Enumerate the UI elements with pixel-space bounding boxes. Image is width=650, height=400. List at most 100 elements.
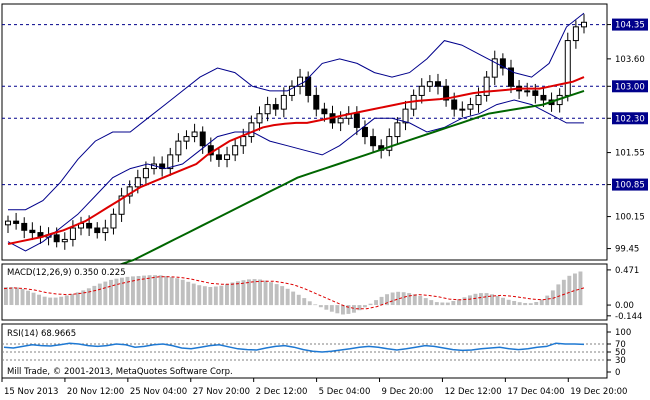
candle bbox=[264, 96, 271, 122]
candle bbox=[426, 75, 433, 92]
lower-band bbox=[7, 99, 584, 252]
time-tick-label: 9 Dec 20:00 bbox=[382, 387, 434, 397]
candle bbox=[337, 111, 344, 132]
candle bbox=[394, 117, 401, 145]
price-tick-label: 102.30 bbox=[615, 114, 645, 124]
macd-bar bbox=[346, 305, 351, 314]
macd-bar bbox=[75, 292, 80, 306]
macd-bar bbox=[15, 287, 19, 306]
macd-bar bbox=[363, 305, 367, 308]
time-tick-label: 25 Nov 04:00 bbox=[130, 387, 187, 397]
macd-bar bbox=[434, 302, 439, 306]
macd-bar bbox=[357, 305, 362, 311]
macd-bar bbox=[379, 296, 384, 306]
macd-bar bbox=[556, 284, 561, 306]
price-tick-label: 103.60 bbox=[615, 55, 645, 65]
candle bbox=[483, 71, 490, 102]
candle bbox=[418, 78, 425, 104]
macd-bar bbox=[97, 283, 102, 306]
macd-bar bbox=[258, 279, 262, 306]
macd-signal bbox=[3, 276, 585, 310]
macd-bar bbox=[401, 292, 406, 306]
macd-title: MACD(12,26,9) 0.350 0.225 bbox=[7, 268, 126, 278]
macd-panel: MACD(12,26,9) 0.350 0.225 0.471 0.00-0.14… bbox=[1, 263, 642, 322]
macd-bar bbox=[180, 279, 185, 306]
macd-bar bbox=[512, 301, 517, 305]
macd-bar bbox=[385, 294, 389, 306]
macd-bar bbox=[506, 299, 511, 305]
macd-bar bbox=[225, 284, 229, 305]
macd-bar bbox=[236, 281, 240, 306]
macd-bar bbox=[219, 285, 224, 306]
macd-bar bbox=[324, 305, 329, 310]
macd-bar bbox=[495, 295, 500, 306]
macd-bar bbox=[329, 305, 334, 312]
macd-bar bbox=[86, 288, 91, 306]
macd-bar bbox=[136, 276, 141, 306]
macd-bar bbox=[9, 287, 14, 305]
macd-bar bbox=[573, 273, 577, 306]
macd-tick-label: -0.144 bbox=[615, 312, 642, 322]
macd-bar bbox=[517, 302, 522, 306]
price-tick-label: 99.45 bbox=[615, 245, 639, 255]
macd-bar bbox=[390, 292, 395, 305]
time-tick-label: 20 Nov 12:00 bbox=[67, 387, 124, 397]
macd-bar bbox=[158, 275, 163, 306]
macd-bar bbox=[523, 303, 528, 306]
candle bbox=[288, 80, 295, 102]
rsi-tick-label: 70 bbox=[615, 340, 626, 350]
candle bbox=[232, 138, 239, 162]
candle bbox=[305, 71, 312, 103]
macd-bar bbox=[274, 284, 279, 306]
candle bbox=[402, 100, 409, 131]
candle bbox=[13, 212, 20, 230]
rsi-line bbox=[3, 342, 585, 353]
macd-bar bbox=[490, 294, 494, 306]
candle bbox=[272, 97, 279, 116]
macd-bar bbox=[53, 297, 58, 306]
candle bbox=[434, 73, 441, 95]
macd-bar bbox=[561, 279, 566, 306]
candle bbox=[572, 20, 579, 49]
macd-bar bbox=[534, 302, 539, 305]
price-tag-bg bbox=[612, 18, 648, 31]
time-tick-label: 15 Nov 2013 bbox=[4, 387, 58, 397]
macd-bar bbox=[368, 303, 373, 306]
time-tick-label: 17 Dec 04:00 bbox=[507, 387, 564, 397]
macd-bar bbox=[142, 275, 146, 306]
candle bbox=[581, 14, 587, 34]
candle bbox=[443, 79, 450, 107]
macd-bar bbox=[175, 278, 180, 305]
candle bbox=[183, 130, 190, 150]
rsi-tick-label: 0 bbox=[615, 368, 620, 378]
macd-bar bbox=[468, 295, 472, 305]
candle bbox=[459, 101, 466, 117]
macd-bar bbox=[252, 279, 257, 306]
macd-bar bbox=[578, 271, 583, 306]
candle bbox=[21, 217, 28, 239]
rsi-tick-label: 50 bbox=[615, 348, 626, 358]
macd-bar bbox=[131, 276, 135, 306]
candle bbox=[175, 133, 182, 162]
macd-signal-line bbox=[3, 276, 585, 310]
macd-bar bbox=[567, 275, 572, 306]
macd-bar bbox=[169, 277, 174, 305]
rsi-levels bbox=[2, 343, 607, 361]
macd-bar bbox=[197, 285, 202, 306]
candle bbox=[524, 82, 531, 97]
candle bbox=[215, 148, 222, 167]
price-levels bbox=[2, 24, 607, 186]
price-tag-bg bbox=[612, 178, 648, 191]
rsi-tick-label: 100 bbox=[615, 328, 631, 338]
macd-bar bbox=[313, 304, 318, 306]
macd-bar bbox=[81, 290, 86, 306]
macd-bar bbox=[440, 302, 445, 306]
candle bbox=[224, 146, 231, 168]
candle bbox=[191, 123, 198, 143]
macd-tick-label: 0.471 bbox=[615, 266, 639, 276]
macd-bar bbox=[147, 275, 152, 306]
price-tick-label: 104.35 bbox=[615, 21, 645, 31]
